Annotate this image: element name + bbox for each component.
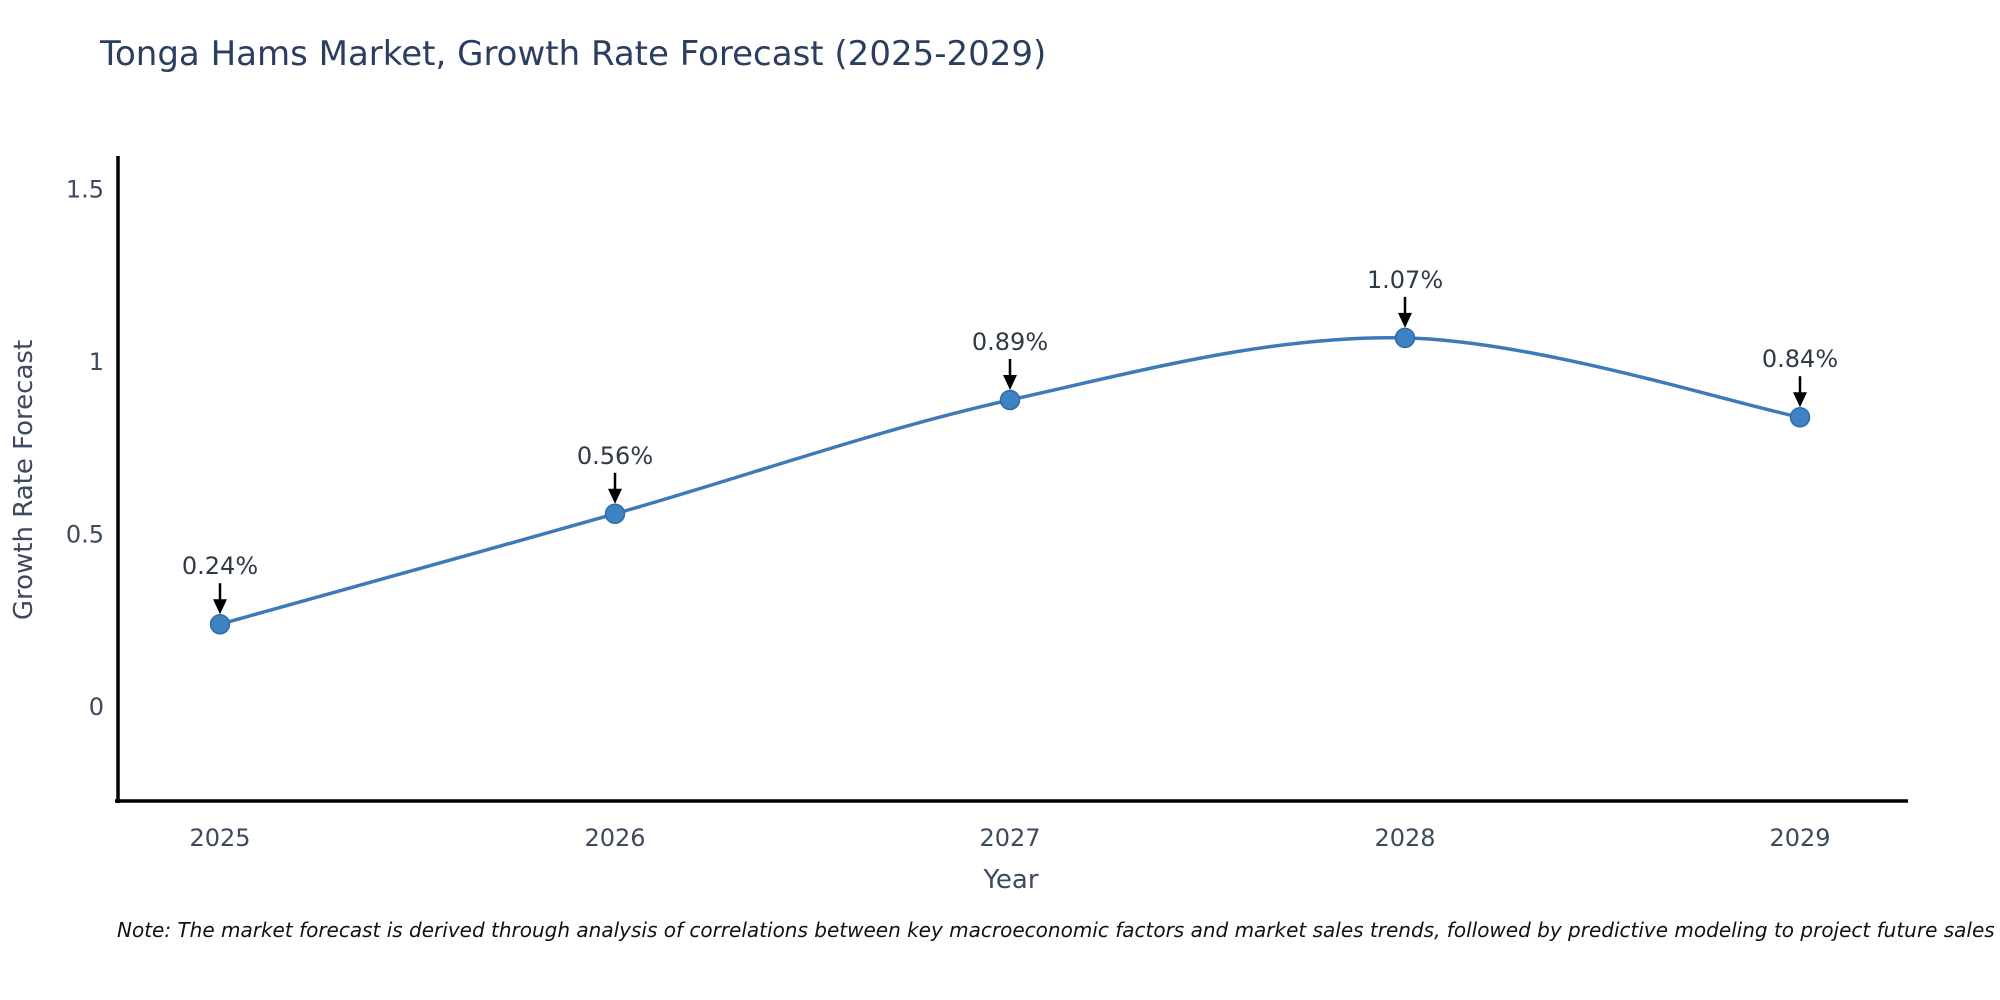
y-tick-label: 1: [89, 348, 104, 376]
point-label-2029: 0.84%: [1762, 345, 1838, 373]
y-axis-title: Growth Rate Forecast: [9, 340, 39, 620]
y-tick-label: 0: [89, 693, 104, 721]
data-point-2028: [1394, 327, 1416, 349]
x-tick-label: 2026: [584, 824, 645, 852]
data-point-2029: [1789, 406, 1811, 428]
data-point-2027: [999, 389, 1021, 411]
annotation-arrowhead-icon: [608, 488, 622, 504]
annotation-arrowhead-icon: [1003, 374, 1017, 390]
y-tick-label: 1.5: [66, 176, 104, 204]
data-point-2025: [209, 613, 231, 635]
x-tick-label: 2029: [1769, 824, 1830, 852]
y-tick-label: 0.5: [66, 521, 104, 549]
footnote: Note: The market forecast is derived thr…: [117, 918, 1995, 942]
x-tick-label: 2028: [1374, 824, 1435, 852]
chart-title: Tonga Hams Market, Growth Rate Forecast …: [100, 34, 1047, 74]
x-axis-title: Year: [982, 865, 1038, 895]
annotation-arrowhead-icon: [213, 599, 227, 615]
data-point-2026: [604, 503, 626, 525]
x-tick-label: 2025: [189, 824, 250, 852]
point-label-2025: 0.24%: [182, 552, 258, 580]
annotation-arrowhead-icon: [1793, 392, 1807, 408]
point-label-2027: 0.89%: [972, 328, 1048, 356]
annotation-arrowhead-icon: [1398, 312, 1412, 328]
x-tick-label: 2027: [979, 824, 1040, 852]
point-label-2028: 1.07%: [1367, 266, 1443, 294]
point-label-2026: 0.56%: [577, 442, 653, 470]
